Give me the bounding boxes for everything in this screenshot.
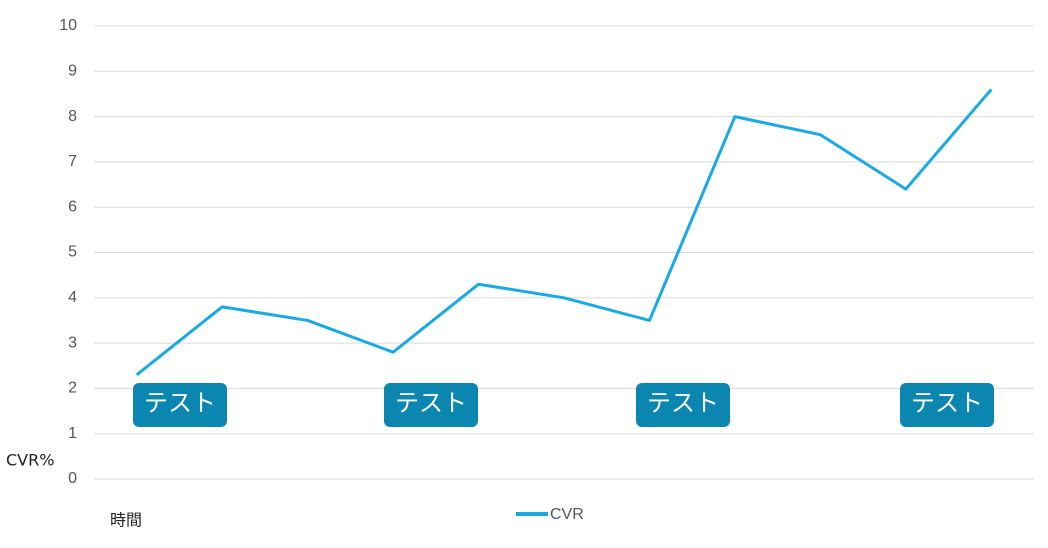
legend-label: CVR [550, 506, 584, 523]
annotation-box [384, 383, 478, 427]
x-axis-label: 時間 [110, 511, 142, 530]
annotation-box [636, 383, 730, 427]
y-tick-label: 2 [68, 380, 77, 397]
annotation-text: テスト [911, 389, 983, 417]
y-tick-label: 0 [68, 470, 77, 487]
data-line [135, 88, 993, 376]
annotation-text: テスト [647, 389, 719, 417]
y-axis-label: CVR% [6, 451, 54, 470]
annotation-text: テスト [144, 389, 216, 417]
annotation-text: テスト [395, 389, 467, 417]
y-tick-label: 3 [68, 334, 77, 351]
y-tick-label: 1 [68, 425, 77, 442]
y-tick-label: 4 [68, 289, 77, 306]
y-tick-label: 10 [59, 17, 77, 34]
annotation-box [133, 383, 227, 427]
y-tick-label: 5 [68, 244, 77, 261]
y-tick-label: 7 [68, 153, 77, 170]
annotation-box [900, 383, 994, 427]
y-tick-label: 9 [68, 63, 77, 80]
y-tick-label: 6 [68, 198, 77, 215]
y-tick-label: 8 [68, 108, 77, 125]
